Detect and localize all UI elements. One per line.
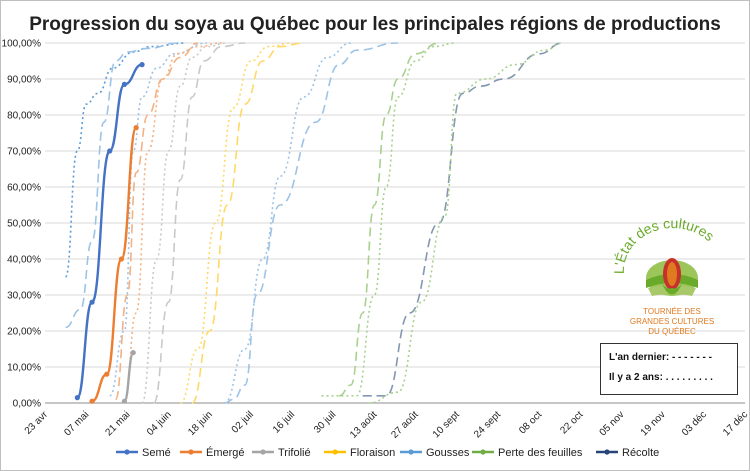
notes-box: L'an dernier: - - - - - - - Il y a 2 ans… [600,343,738,395]
x-tick-label: 16 juil [271,409,297,435]
x-tick-label: 08 oct [517,409,544,436]
x-tick-label: 30 juil [312,409,338,435]
x-tick-label: 02 juil [230,409,256,435]
series-line [108,42,207,397]
chart-title: Progression du soya au Québec pour les p… [29,14,721,35]
y-tick-label: 0,00% [13,399,41,410]
legend: Semé Émergé Trifolié Floraison Gousses Perte … [116,446,659,459]
logo-caption-line: DU QUÉBEC [648,327,696,336]
series-line [123,42,222,404]
y-tick-label: 50,00% [7,219,41,230]
x-tick-label: 22 oct [558,409,585,436]
data-point [130,350,136,356]
data-point [133,125,139,131]
legend-marker [604,449,610,455]
legend-marker [408,449,414,455]
y-tick-label: 80,00% [7,111,41,122]
x-tick-label: 27 août [389,409,421,441]
series-line [191,42,304,404]
y-tick-label: 60,00% [7,183,41,194]
series-line [64,42,187,278]
data-point [139,62,145,68]
y-tick-label: 30,00% [7,291,41,302]
x-tick-label: 23 avr [23,409,51,437]
x-tick-label: 07 mai [62,409,91,438]
x-tick-label: 24 sept [472,409,503,440]
series-line [368,42,563,404]
x-axis-ticks: 23 avr 07 mai 21 mai 04 juin 18 juin 02 juil 1… [23,409,750,441]
series-line [179,42,293,404]
legend-label: Floraison [350,447,395,459]
series-line [141,42,228,404]
series-line [224,42,351,404]
data-point [121,81,128,87]
x-tick-label: 04 juin [145,409,174,438]
data-point [121,398,128,404]
etat-des-cultures-logo: L'État des cultures TOURNÉE DES GRANDES … [611,215,730,338]
legend-marker [260,449,266,455]
x-tick-label: 03 déc [680,409,709,438]
logo-caption-line: TOURNÉE DES [643,307,701,316]
series-line [153,42,246,404]
data-point [89,299,95,305]
data-series [64,42,563,404]
data-point [89,398,95,404]
logo-caption-line: GRANDES CULTURES [630,317,714,326]
x-tick-label: 19 nov [639,409,668,438]
y-tick-label: 100,00% [2,39,42,50]
y-tick-label: 40,00% [7,255,41,266]
legend-label: Trifolié [278,447,311,459]
legend-marker [480,449,486,455]
y-tick-label: 70,00% [7,147,41,158]
series-line [114,42,199,401]
legend-marker [124,449,130,455]
legend-label: Gousses [426,447,470,459]
legend-label: Émergé [206,446,245,459]
last-year-note: L'an dernier: - - - - - - - [609,352,712,363]
series-line [321,42,457,397]
x-tick-label: 13 août [348,409,380,441]
series-line [91,126,138,403]
y-tick-label: 90,00% [7,75,41,86]
series-line [362,42,563,397]
y-tick-label: 10,00% [7,363,41,374]
data-point [107,148,113,154]
legend-marker [332,449,338,455]
legend-label: Récolte [622,447,659,459]
series-line [224,42,398,404]
legend-marker [188,449,194,455]
legend-label: Perte des feuilles [498,447,583,459]
corn-icon [662,258,682,295]
data-point [118,256,125,262]
x-tick-label: 17 déc [721,409,750,438]
two-years-note: Il y a 2 ans: . . . . . . . . . [609,372,713,383]
x-tick-label: 21 mai [103,409,132,438]
x-tick-label: 05 nov [598,409,627,438]
series-line [65,42,178,329]
y-tick-label: 20,00% [7,327,41,338]
legend-label: Semé [142,447,171,459]
y-axis-ticks: 0,00% 10,00% 20,00% 30,00% 40,00% 50,00% 60,00… [2,39,42,410]
series-line [123,351,135,403]
x-tick-label: 18 juin [186,409,215,438]
data-point [104,371,110,377]
data-point [74,395,80,401]
series-line [338,42,440,397]
x-tick-label: 10 sept [431,409,462,440]
